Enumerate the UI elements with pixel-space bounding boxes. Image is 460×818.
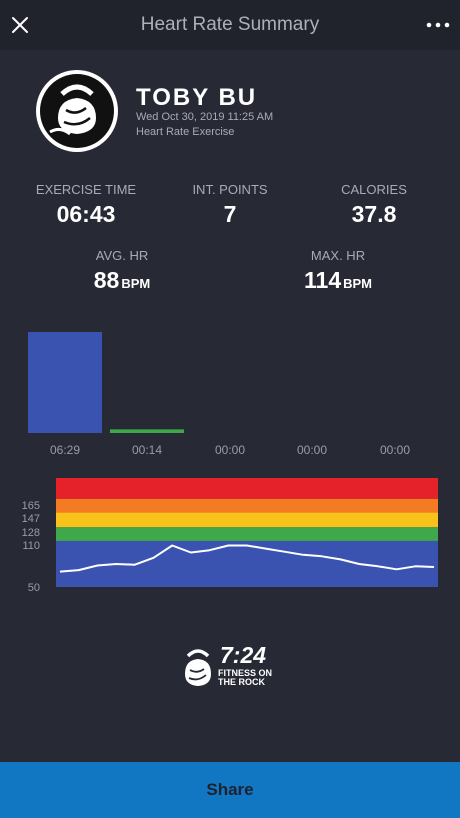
- stat-value: 88 BPM: [82, 267, 162, 294]
- bar-tick-label: 00:14: [131, 443, 163, 457]
- stat-exercise-time: EXERCISE TIME 06:43: [30, 182, 142, 228]
- fitness-on-the-rock-logo: [185, 649, 211, 686]
- hr-zone-band: [56, 512, 438, 528]
- stat-int-points: INT. POINTS 7: [180, 182, 280, 228]
- bar-tick-label: 00:00: [296, 443, 328, 457]
- logo-text: 7:24: [220, 642, 267, 668]
- page-title: Heart Rate Summary: [140, 14, 320, 35]
- heart-rate-line: [59, 544, 435, 573]
- y-tick-label: 110: [22, 540, 40, 552]
- bar-tick-label: 00:00: [379, 443, 411, 457]
- stat-unit: BPM: [343, 276, 372, 291]
- user-name: TOBY BU: [136, 84, 258, 111]
- logo-subtitle: FITNESS ON THE ROCK: [218, 668, 273, 687]
- hr-zone-band: [56, 498, 438, 513]
- session-date: Wed Oct 30, 2019 11:25 AM: [136, 111, 274, 123]
- hr-zone-band: [56, 527, 438, 541]
- zone-bar: [28, 332, 102, 433]
- heart-rate-zone-chart: [56, 478, 438, 587]
- zone-time-bar-chart: [28, 332, 184, 433]
- hr-zone-band: [56, 478, 438, 499]
- zone-bar: [110, 429, 184, 433]
- session-type: Heart Rate Exercise: [136, 126, 235, 138]
- stat-label: AVG. HR: [95, 248, 149, 263]
- y-tick-label: 147: [21, 513, 40, 525]
- share-label: Share: [206, 780, 254, 799]
- stat-max-hr: MAX. HR 114 BPM: [298, 248, 378, 294]
- stat-label: EXERCISE TIME: [35, 182, 137, 197]
- stat-value: 06:43: [56, 201, 116, 227]
- stat-value: 37.8: [351, 201, 397, 227]
- stat-calories: CALORIES 37.8: [330, 182, 418, 228]
- stat-avg-hr: AVG. HR 88 BPM: [82, 248, 162, 294]
- share-button[interactable]: Share: [0, 762, 460, 818]
- close-icon[interactable]: [8, 13, 32, 37]
- logo-kettlebell-icon: [185, 649, 211, 686]
- top-bar: Heart Rate Summary: [0, 0, 460, 50]
- avatar: [36, 70, 118, 152]
- stat-number: 114: [304, 267, 342, 293]
- stat-label: MAX. HR: [310, 248, 366, 263]
- y-tick-label: 128: [21, 527, 40, 539]
- more-options-icon[interactable]: [426, 15, 450, 35]
- y-tick-label: 165: [21, 500, 40, 512]
- y-tick-label: 50: [27, 582, 40, 594]
- bar-tick-label: 00:00: [214, 443, 246, 457]
- stat-number: 88: [93, 267, 120, 293]
- bar-tick-label: 06:29: [49, 443, 81, 457]
- kettlebell-logo-icon: [37, 71, 117, 151]
- stat-label: CALORIES: [341, 182, 407, 197]
- stat-unit: BPM: [121, 276, 151, 291]
- stat-value: 114 BPM: [298, 267, 378, 294]
- stat-label: INT. POINTS: [192, 182, 268, 197]
- stat-value: 7: [223, 201, 237, 227]
